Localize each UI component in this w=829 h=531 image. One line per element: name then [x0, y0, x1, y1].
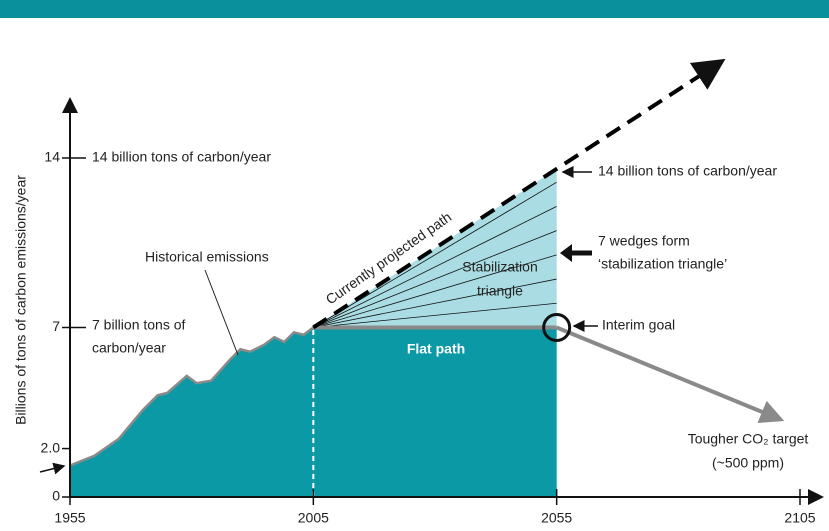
y-axis-label: Billions of tons of carbon emissions/yea… — [13, 175, 29, 425]
annotation: 7 wedges form — [598, 233, 690, 249]
annotation: carbon/year — [92, 340, 166, 356]
projected-path — [312, 58, 726, 330]
wedge-line — [313, 230, 557, 328]
arrow-head — [560, 244, 572, 262]
y-tick-label: 7 — [52, 318, 60, 334]
y-tick-label: 0 — [52, 488, 60, 504]
wedge-line — [313, 278, 557, 328]
annotation: Interim goal — [602, 317, 675, 333]
leader-line — [204, 269, 239, 356]
interim-goal — [542, 312, 572, 342]
wedge-line — [313, 181, 557, 328]
wedge-line — [313, 254, 557, 328]
historical-area — [70, 327, 314, 497]
target-path — [555, 325, 785, 424]
annotation: ‘stabilization triangle’ — [598, 256, 727, 272]
x-tick-label: 2055 — [541, 510, 572, 526]
arrow — [39, 462, 66, 475]
x-tick-label: 2105 — [784, 510, 815, 526]
annotation: Flat path — [407, 341, 465, 357]
annotation: Stabilization — [462, 259, 538, 275]
y-tick-label: 2.0 — [41, 439, 61, 455]
wedge-line — [313, 302, 557, 328]
wedge-line — [313, 206, 557, 328]
annotation: triangle — [477, 283, 523, 299]
annotation: Tougher CO₂ target — [688, 431, 809, 447]
x-tick-label: 2005 — [298, 510, 329, 526]
flat-area — [313, 327, 557, 497]
banner — [0, 0, 829, 18]
annotation: (~500 ppm) — [712, 455, 784, 471]
annotation: 7 billion tons of — [92, 317, 186, 333]
annotation: Historical emissions — [145, 249, 269, 265]
annotation: 14 billion tons of carbon/year — [598, 163, 777, 179]
historical-line — [69, 326, 315, 467]
annotation: 14 billion tons of carbon/year — [92, 149, 271, 165]
plot: 0 2.0 7 14 1955 2005 2055 2105 — [41, 58, 824, 526]
stabilization-triangle — [313, 168, 557, 328]
y-tick-label: 14 — [44, 149, 60, 165]
x-tick-label: 1955 — [54, 510, 85, 526]
